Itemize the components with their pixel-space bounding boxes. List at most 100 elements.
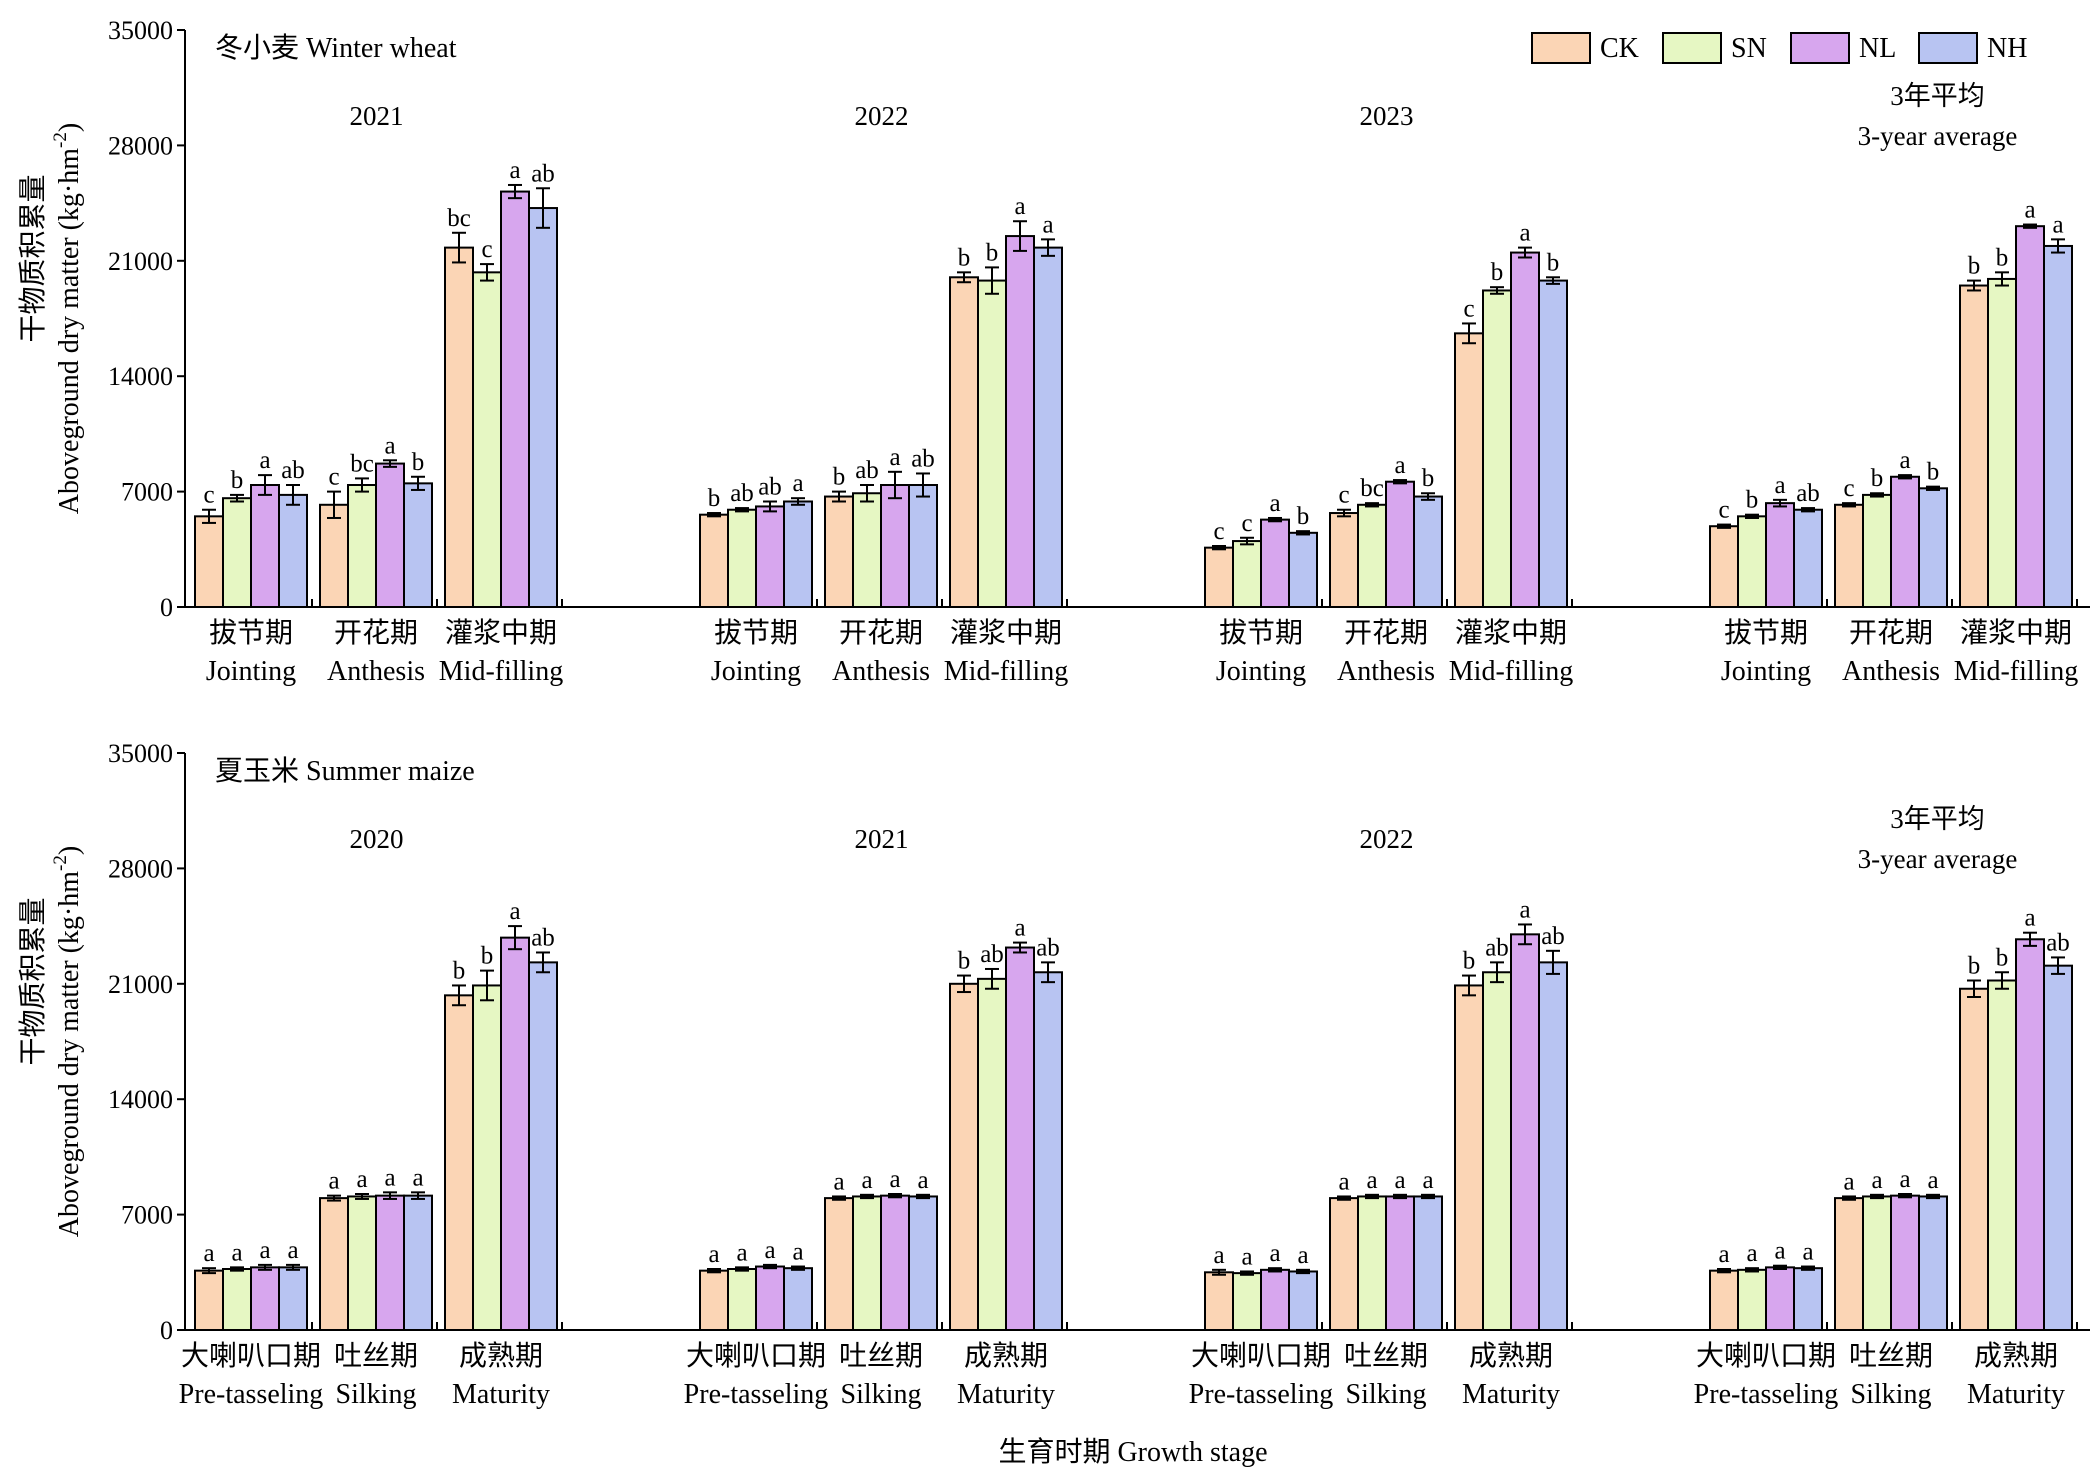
group-label: 2023 (1360, 101, 1414, 131)
significance-label: a (792, 1239, 803, 1266)
significance-label: c (203, 482, 214, 509)
significance-label: b (986, 239, 999, 266)
legend-label-NH: NH (1987, 33, 2027, 64)
stage-label-cn: 大喇叭口期 (1191, 1340, 1331, 1372)
significance-label: c (1213, 518, 1224, 545)
bar-NL (1510, 933, 1540, 1331)
bar-NL (1765, 1266, 1795, 1331)
group-label: 2021 (350, 101, 404, 131)
y-axis-title-text: Aboveground dry matter (kg·hm (54, 148, 85, 514)
bar-CK (1709, 525, 1739, 608)
panel-title: 冬小麦 Winter wheat (215, 32, 457, 64)
stage-label-en: Jointing (206, 656, 296, 687)
significance-label: a (1241, 1243, 1252, 1270)
bar-SN (347, 1195, 377, 1331)
bar-SN (727, 1268, 757, 1331)
bar-SN (1357, 503, 1387, 608)
significance-label: bc (1360, 475, 1384, 502)
chart-panel-2: 0 7000 14000 21000 28000 35000 干物质积累量 Abovegrou… (17, 739, 2090, 1410)
bar-NL (755, 505, 785, 608)
significance-label: ab (531, 924, 555, 951)
bar-SN (1987, 277, 2017, 608)
bar-SN (222, 1268, 252, 1331)
bar-NH (1288, 1270, 1318, 1331)
stage-label-en: Maturity (1462, 1379, 1560, 1410)
bar-CK (1709, 1269, 1739, 1332)
bar-NL (880, 1194, 910, 1332)
bar-CK (1204, 1271, 1234, 1332)
bar-NL (755, 1265, 785, 1332)
bar-NL (880, 484, 910, 608)
significance-label: a (764, 1237, 775, 1264)
y-tick-label: 21000 (108, 247, 173, 276)
bar-NL (250, 484, 280, 608)
y-axis-title-sup: -2 (50, 855, 71, 871)
bar-NH (278, 1266, 308, 1331)
significance-label: a (1269, 490, 1280, 517)
significance-label: a (1774, 1238, 1785, 1265)
bar-SN (1737, 1268, 1767, 1332)
stage-label-en: Silking (336, 1379, 417, 1410)
group-label-cn: 3年平均 (1890, 804, 1985, 834)
bar-SN (1232, 540, 1262, 608)
significance-label: ab (911, 445, 935, 472)
y-tick-label: 0 (160, 1316, 173, 1345)
significance-label: ab (980, 941, 1004, 968)
bar-NH (1413, 495, 1443, 608)
significance-label: a (1297, 1242, 1308, 1269)
bar-SN (1357, 1195, 1387, 1331)
y-tick-label: 21000 (108, 970, 173, 999)
significance-label: b (1297, 503, 1310, 530)
significance-label: b (1871, 465, 1884, 492)
significance-label: a (1871, 1167, 1882, 1194)
bar-NH (2043, 964, 2073, 1331)
bar-SN (1987, 979, 2017, 1331)
significance-label: ab (281, 457, 305, 484)
y-tick-label: 28000 (108, 131, 173, 160)
y-axis-title-cn: 干物质积累量 (17, 174, 49, 342)
bar-NL (375, 462, 405, 608)
stage-label-cn: 灌浆中期 (1455, 617, 1567, 649)
stage-label-cn: 开花期 (1344, 617, 1428, 649)
significance-label: a (1394, 1167, 1405, 1194)
stage-label-en: Silking (1346, 1379, 1427, 1410)
bar-CK (699, 1269, 729, 1332)
bar-NH (1918, 1195, 1948, 1331)
bar-NH (403, 1194, 433, 1332)
significance-label: a (1899, 1166, 1910, 1193)
y-axis-title-close: ) (54, 123, 85, 132)
bar-SN (347, 484, 377, 608)
significance-label: a (1014, 915, 1025, 942)
stage-label-cn: 吐丝期 (839, 1340, 923, 1372)
stage-label-cn: 成熟期 (964, 1340, 1048, 1372)
significance-label: ab (730, 480, 754, 507)
y-axis-title-en: Aboveground dry matter (kg·hm-2) (50, 846, 85, 1237)
stage-label-cn: 灌浆中期 (950, 617, 1062, 649)
legend-swatch-NH (1918, 32, 1978, 64)
significance-label: a (708, 1241, 719, 1268)
y-tick-label: 35000 (108, 16, 173, 45)
legend-swatch-CK (1531, 32, 1591, 64)
bar-NL (1005, 946, 1035, 1331)
significance-label: a (1366, 1167, 1377, 1194)
bar-NL (2015, 938, 2045, 1331)
stage-label-cn: 灌浆中期 (445, 617, 557, 649)
stage-label-en: Mid-filling (1954, 656, 2078, 687)
significance-label: a (1927, 1167, 1938, 1194)
group-label: 2022 (1360, 824, 1414, 854)
bar-NH (528, 961, 558, 1332)
bar-NH (1288, 531, 1318, 608)
bar-NL (1890, 475, 1920, 608)
significance-label: b (412, 449, 425, 476)
y-tick-label: 7000 (121, 1201, 173, 1230)
significance-label: c (328, 464, 339, 491)
y-tick-label: 14000 (108, 1085, 173, 1114)
bar-CK (1454, 332, 1484, 608)
significance-label: a (287, 1237, 298, 1264)
stage-label-en: Maturity (957, 1379, 1055, 1410)
significance-label: a (736, 1239, 747, 1266)
y-axis-title-en: Aboveground dry matter (kg·hm-2) (50, 123, 85, 514)
significance-label: c (1718, 497, 1729, 524)
y-axis-title-close: ) (54, 846, 85, 855)
